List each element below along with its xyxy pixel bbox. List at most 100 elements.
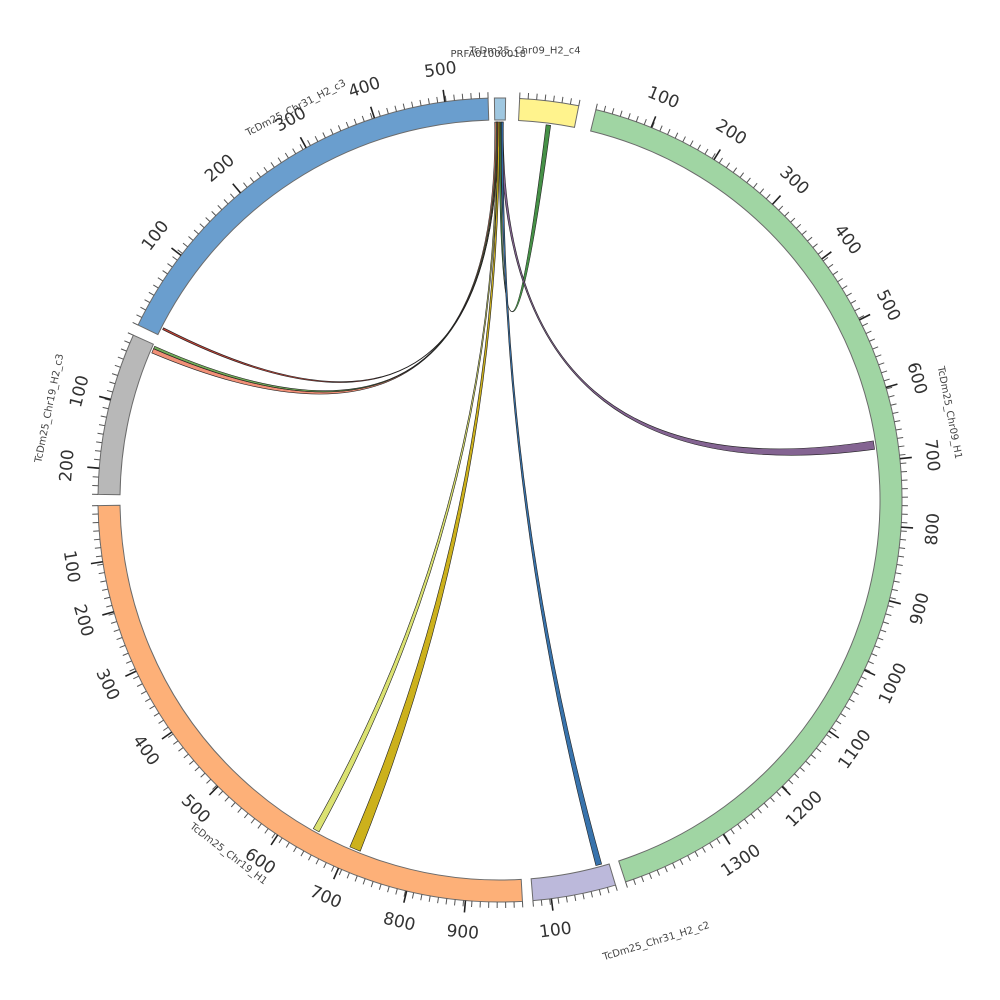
minor-tick bbox=[153, 712, 160, 717]
minor-tick bbox=[894, 420, 901, 423]
minor-tick bbox=[603, 105, 607, 112]
major-tick bbox=[171, 247, 182, 256]
minor-tick bbox=[117, 356, 124, 360]
minor-tick bbox=[93, 458, 101, 461]
major-tick bbox=[885, 383, 898, 389]
minor-tick bbox=[136, 683, 143, 687]
minor-tick bbox=[188, 760, 195, 765]
minor-tick bbox=[881, 370, 888, 374]
minor-tick bbox=[122, 652, 129, 656]
tick-label: 700 bbox=[307, 882, 345, 913]
minor-tick bbox=[183, 753, 189, 759]
minor-tick bbox=[158, 719, 164, 724]
tick-label: 200 bbox=[69, 602, 97, 639]
minor-tick bbox=[361, 115, 365, 122]
tick-label: 600 bbox=[902, 360, 930, 397]
major-tick bbox=[713, 149, 721, 161]
minor-tick bbox=[895, 428, 902, 431]
minor-tick bbox=[544, 94, 547, 101]
minor-tick bbox=[124, 340, 131, 344]
minor-tick bbox=[759, 188, 765, 194]
minor-tick bbox=[353, 118, 357, 125]
minor-tick bbox=[900, 462, 907, 465]
segment-prfa: PRFA01000018 bbox=[451, 49, 526, 121]
minor-tick bbox=[835, 720, 842, 725]
minor-tick bbox=[801, 230, 807, 236]
minor-tick bbox=[536, 93, 538, 100]
minor-tick bbox=[149, 705, 155, 710]
minor-tick bbox=[848, 698, 855, 703]
tick-label: 200 bbox=[712, 115, 750, 149]
major-tick bbox=[899, 456, 912, 460]
tick-label: 300 bbox=[91, 666, 123, 704]
minor-tick bbox=[641, 876, 645, 883]
minor-tick bbox=[167, 263, 173, 268]
ideogram-chr19_h2_c3 bbox=[97, 334, 155, 496]
minor-tick bbox=[656, 869, 660, 876]
minor-tick bbox=[193, 229, 199, 235]
minor-tick bbox=[120, 348, 127, 352]
minor-tick bbox=[869, 338, 876, 342]
minor-tick bbox=[557, 897, 560, 904]
minor-tick bbox=[769, 797, 775, 803]
minor-tick bbox=[211, 210, 217, 216]
minor-tick bbox=[682, 136, 686, 143]
major-tick bbox=[270, 834, 279, 846]
minor-tick bbox=[871, 653, 878, 657]
minor-tick bbox=[752, 182, 758, 189]
minor-tick bbox=[887, 605, 894, 608]
tick-label: 100 bbox=[538, 918, 573, 942]
minor-tick bbox=[805, 760, 811, 766]
minor-tick bbox=[867, 660, 874, 665]
minor-tick bbox=[194, 766, 200, 772]
tick-label: 1100 bbox=[834, 726, 875, 773]
minor-tick bbox=[878, 362, 885, 366]
minor-tick bbox=[100, 580, 107, 583]
minor-tick bbox=[378, 883, 382, 890]
minor-tick bbox=[565, 896, 568, 903]
minor-tick bbox=[578, 99, 581, 106]
minor-tick bbox=[264, 828, 269, 834]
minor-tick bbox=[93, 538, 100, 541]
major-tick bbox=[403, 890, 408, 903]
minor-tick bbox=[199, 223, 205, 229]
minor-tick bbox=[674, 132, 679, 139]
minor-tick bbox=[730, 828, 735, 835]
tick-label: 900 bbox=[906, 591, 933, 627]
minor-tick bbox=[172, 256, 178, 261]
minor-tick bbox=[757, 808, 762, 814]
minor-tick bbox=[307, 139, 311, 146]
minor-tick bbox=[897, 436, 904, 439]
minor-tick bbox=[659, 125, 663, 132]
minor-tick bbox=[763, 802, 769, 808]
minor-tick bbox=[173, 740, 179, 745]
tick-label: 700 bbox=[920, 438, 943, 472]
minor-tick bbox=[292, 148, 297, 155]
minor-tick bbox=[163, 726, 169, 731]
major-tick bbox=[550, 898, 554, 911]
minor-tick bbox=[615, 884, 618, 891]
minor-tick bbox=[94, 547, 101, 549]
tick-label: 400 bbox=[346, 73, 383, 102]
major-tick bbox=[821, 251, 832, 260]
minor-tick bbox=[883, 378, 890, 382]
minor-tick bbox=[784, 211, 790, 217]
major-tick bbox=[369, 106, 376, 119]
minor-tick bbox=[679, 859, 684, 865]
segment-chr09_h1: 1002003004005006007008009001000110012001… bbox=[590, 82, 963, 888]
minor-tick bbox=[102, 588, 109, 591]
minor-tick bbox=[188, 236, 194, 241]
minor-tick bbox=[807, 236, 813, 242]
minor-tick bbox=[704, 148, 709, 155]
minor-tick bbox=[854, 307, 861, 312]
minor-tick bbox=[689, 140, 694, 147]
minor-tick bbox=[877, 637, 884, 641]
minor-tick bbox=[437, 897, 439, 904]
minor-tick bbox=[337, 125, 342, 132]
minor-tick bbox=[206, 778, 212, 784]
major-tick bbox=[442, 89, 446, 102]
link-ribbon-prfa-chr09_h1 bbox=[500, 121, 875, 456]
